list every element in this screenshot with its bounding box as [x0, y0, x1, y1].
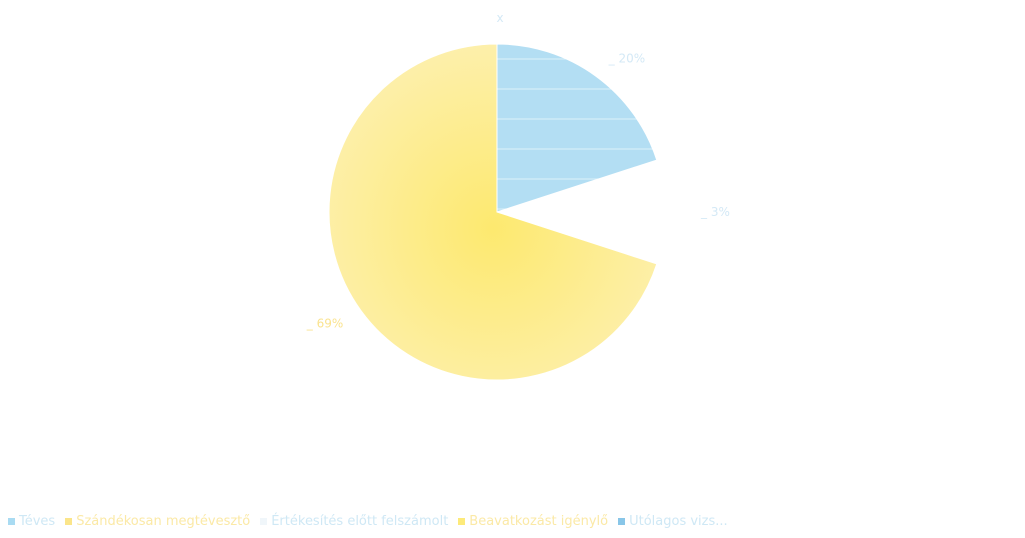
legend-item-3[interactable]: Beavatkozást igénylő	[458, 514, 608, 529]
legend-swatch	[618, 517, 626, 525]
pie-slice-2	[509, 159, 680, 265]
pie-slice-3	[328, 43, 658, 381]
legend-item-2[interactable]: Értékesítés előtt felszámolt	[260, 514, 448, 529]
legend-label: Utólagos vizs...	[629, 513, 728, 529]
legend-swatch	[8, 517, 15, 525]
legend-label: Szándékosan megtévesztő	[76, 513, 251, 529]
data-label-0: _ 20%	[608, 51, 646, 65]
data-label-3: _ 69%	[306, 317, 344, 331]
legend: Téves Szándékosan megtévesztő Értékesítés …	[8, 510, 1018, 532]
pie-labels: _ 20% _ 3% _ 69%	[306, 51, 730, 330]
legend-label: Beavatkozást igénylő	[469, 513, 609, 529]
legend-swatch	[65, 517, 73, 525]
pie-slices	[328, 43, 680, 381]
legend-label: Téves	[19, 513, 56, 529]
legend-label: Értékesítés előtt felszámolt	[271, 513, 449, 529]
legend-swatch	[458, 517, 466, 525]
pie-slice-0	[496, 43, 658, 213]
data-label-2: _ 3%	[700, 205, 730, 219]
legend-item-0[interactable]: Téves	[8, 514, 55, 529]
top-label: x	[496, 11, 503, 25]
legend-item-1[interactable]: Szándékosan megtévesztő	[65, 514, 250, 529]
legend-item-4[interactable]: Utólagos vizs...	[618, 514, 728, 529]
legend-swatch	[260, 517, 268, 525]
